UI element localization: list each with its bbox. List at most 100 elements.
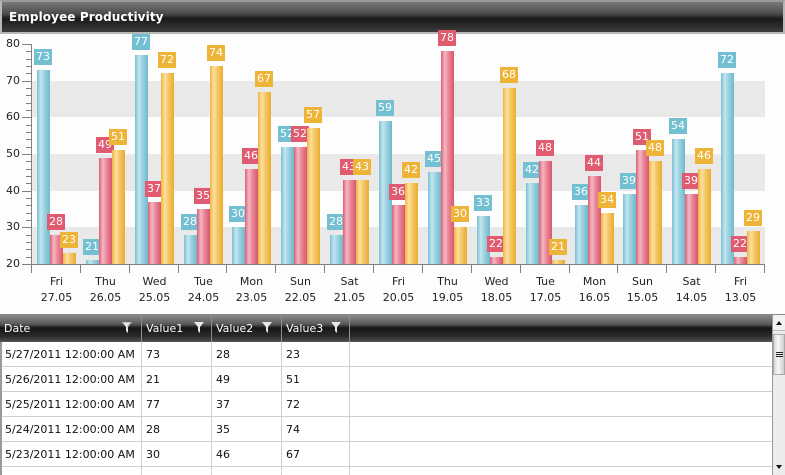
table-cell-v3[interactable]: 67 [282,442,350,467]
bar-value1[interactable] [526,183,539,264]
bar-value3[interactable] [307,128,320,264]
table-cell-date[interactable]: 5/23/2011 12:00:00 AM [0,442,142,467]
column-header-value1[interactable]: Value1 [142,315,212,342]
x-tick-label: Sun 22.05 [284,275,317,304]
column-label: Value2 [216,322,254,335]
column-header-date[interactable]: Date [0,315,142,342]
table-cell-date[interactable]: 5/27/2011 12:00:00 AM [0,342,142,367]
bar-value2[interactable] [148,201,161,264]
table-cell-v2[interactable] [212,467,282,475]
bar-value2[interactable] [441,51,454,264]
bar-value3[interactable] [454,227,467,264]
bar-value1[interactable] [232,227,245,264]
bar-value3[interactable] [698,168,711,264]
x-tick [129,265,130,273]
table-cell-v3[interactable] [282,467,350,475]
filter-icon[interactable] [122,322,132,333]
table-row[interactable]: 5/25/2011 12:00:00 AM 77 37 72 [0,392,772,417]
bar-value2[interactable] [490,256,503,264]
bar-value3[interactable] [112,150,125,264]
table-cell-v1[interactable]: 30 [142,442,212,467]
bar-value2[interactable] [685,194,698,264]
bar-value2[interactable] [197,209,210,264]
bar-value1[interactable] [281,146,294,264]
bar-value3[interactable] [405,183,418,264]
filter-icon[interactable] [262,322,272,333]
bar-value1[interactable] [721,73,734,264]
bar-value3[interactable] [258,91,271,264]
grid-top-border [0,314,785,315]
table-cell-v1[interactable]: 73 [142,342,212,367]
bar-value2[interactable] [99,157,112,264]
table-cell-v2[interactable]: 46 [212,442,282,467]
bar-value3[interactable] [63,253,76,264]
bar-value3[interactable] [601,212,614,264]
column-header-value3[interactable]: Value3 [282,315,350,342]
bar-value1[interactable] [428,172,441,264]
bar-value2[interactable] [50,234,63,264]
table-row[interactable]: 5/24/2011 12:00:00 AM 28 35 74 [0,417,772,442]
bar-value3[interactable] [649,161,662,264]
table-cell-v2[interactable]: 28 [212,342,282,367]
bar-value1[interactable] [379,121,392,264]
y-tick [22,80,32,82]
table-row[interactable]: 5/23/2011 12:00:00 AM 30 46 67 [0,442,772,467]
table-cell-v1[interactable]: 77 [142,392,212,417]
table-cell-v3[interactable]: 74 [282,417,350,442]
table-cell-date[interactable]: 5/26/2011 12:00:00 AM [0,367,142,392]
scroll-down-button[interactable] [773,459,785,475]
filter-icon[interactable] [331,322,341,333]
bar-value1[interactable] [623,194,636,264]
bar-value2[interactable] [539,161,552,264]
table-cell-v3[interactable]: 23 [282,342,350,367]
data-label: 57 [304,107,322,124]
table-row[interactable]: 5/26/2011 12:00:00 AM 21 49 51 [0,367,772,392]
bar-value2[interactable] [392,205,405,264]
table-cell-v2[interactable]: 49 [212,367,282,392]
table-row[interactable]: 5/27/2011 12:00:00 AM 73 28 23 [0,342,772,367]
bar-value1[interactable] [672,139,685,264]
column-header-value2[interactable]: Value2 [212,315,282,342]
bar-value3[interactable] [161,73,174,264]
table-cell-v1[interactable] [142,467,212,475]
grip-line [776,352,783,353]
bar-value3[interactable] [210,66,223,264]
bar-value1[interactable] [330,234,343,264]
table-cell-v3[interactable]: 72 [282,392,350,417]
table-row[interactable] [0,467,772,475]
table-cell-v1[interactable]: 21 [142,367,212,392]
scroll-thumb[interactable] [773,334,785,375]
bar-value3[interactable] [503,88,516,264]
table-cell-v3[interactable]: 51 [282,367,350,392]
bar-value2[interactable] [343,179,356,264]
bar-value1[interactable] [37,69,50,264]
table-cell-date[interactable]: 5/25/2011 12:00:00 AM [0,392,142,417]
bar-value1[interactable] [477,216,490,264]
bar-value3[interactable] [356,179,369,264]
table-cell-date[interactable]: 5/24/2011 12:00:00 AM [0,417,142,442]
filter-icon[interactable] [194,322,204,333]
bar-value3[interactable] [552,260,565,264]
y-tick [26,256,32,258]
bar-value2[interactable] [245,168,258,264]
table-cell-v1[interactable]: 28 [142,417,212,442]
vertical-scrollbar[interactable] [772,315,785,475]
data-label: 48 [646,140,664,157]
bar-value2[interactable] [294,146,307,264]
bar-value1[interactable] [184,234,197,264]
x-tick [373,265,374,273]
table-cell-v2[interactable]: 35 [212,417,282,442]
bar-value2[interactable] [636,150,649,264]
bar-value1[interactable] [575,205,588,264]
table-cell-v2[interactable]: 37 [212,392,282,417]
bar-value1[interactable] [86,260,99,264]
bar-value3[interactable] [747,231,760,264]
bar-value1[interactable] [135,55,148,264]
bar-value2[interactable] [734,256,747,264]
table-cell-date[interactable] [0,467,142,475]
bar-value2[interactable] [588,176,601,264]
scroll-up-button[interactable] [773,315,785,331]
y-tick [22,117,32,119]
data-label: 37 [145,180,163,197]
x-tick [617,265,618,273]
